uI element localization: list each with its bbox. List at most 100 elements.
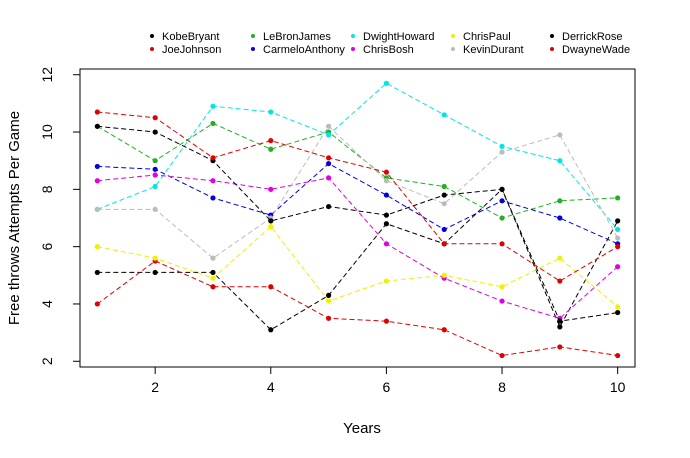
data-point [210,269,216,276]
data-point [325,132,332,138]
data-point [325,292,332,298]
data-point [557,158,563,164]
data-point [152,166,158,172]
data-point [499,352,505,359]
legend-item: ChrisBosh [351,44,414,56]
legend-marker [451,47,455,51]
data-point [152,206,158,213]
legend-marker [550,47,554,51]
data-point [499,298,505,304]
legend-marker [351,47,355,51]
data-point [499,284,505,290]
data-point [557,132,563,138]
y-tick-label: 12 [39,67,55,83]
data-point [94,244,100,250]
data-point [94,178,100,184]
series-line [97,225,619,308]
legend-marker [251,47,255,51]
legend-marker [150,47,154,51]
data-point [325,175,332,181]
series-line [97,125,618,322]
series-line [97,188,619,331]
data-point [152,115,158,121]
series-layer [94,80,621,359]
legend-item: DwayneWade [550,44,630,56]
legend-label: DerrickRose [562,31,623,43]
legend-label: DwightHoward [363,31,435,43]
plot-frame [79,68,636,368]
data-point [268,146,274,152]
legend-item: ChrisPaul [451,31,511,43]
legend-marker [451,34,455,38]
data-point [94,206,100,213]
legend-label: CarmeloAnthony [263,44,345,56]
x-tick-label: 8 [498,379,506,395]
data-point [268,284,274,290]
data-point [499,241,505,247]
series-DerrickRose [94,123,621,324]
data-point [441,241,447,247]
legend-label: ChrisPaul [463,31,511,43]
data-point [152,129,158,135]
data-point [557,324,563,330]
data-point [441,272,447,278]
data-point [441,192,447,198]
data-point [557,344,563,350]
data-point [210,275,216,281]
data-point [615,264,621,270]
data-point [152,172,158,178]
data-point [383,169,390,175]
data-point [383,221,390,227]
data-point [94,301,100,307]
legend-item: DerrickRose [550,31,623,43]
data-point [383,278,390,284]
series-line [97,111,618,282]
y-axis-title: Free throws Attempts Per Game [6,111,23,325]
data-point [499,186,505,192]
x-tick-label: 10 [610,379,626,395]
series-line [97,122,618,219]
x-tick-label: 6 [383,379,391,395]
data-point [210,284,216,290]
legend-item: DwightHoward [351,31,435,43]
data-point [210,178,216,184]
series-CarmeloAnthony [94,160,621,247]
legend-marker [251,34,255,38]
data-point [499,143,505,149]
data-point [615,309,621,316]
data-point [499,215,505,221]
data-point [441,226,447,233]
data-point [615,235,621,241]
data-point [499,149,505,155]
data-point [441,201,447,207]
data-point [615,195,621,201]
data-point [152,255,158,261]
data-point [94,269,100,276]
x-axis: 2 4 6 8 10 [151,367,626,395]
series-JoeJohnson [94,258,621,359]
legend-marker [150,34,154,38]
data-point [94,163,100,170]
data-point [210,195,216,201]
data-point [557,278,563,284]
legend-label: ChrisBosh [363,44,414,56]
legend-label: KobeBryant [162,31,219,43]
data-point [557,215,563,221]
y-tick-label: 2 [39,357,55,365]
series-DwightHoward [94,80,621,233]
data-point [615,218,621,224]
data-point [325,203,332,210]
series-line [97,125,619,259]
legend-item: KevinDurant [451,44,524,56]
data-point [268,327,274,333]
legend-label: JoeJohnson [162,44,221,56]
data-point [210,255,216,261]
data-point [210,155,216,161]
legend-item: KobeBryant [150,31,219,43]
series-ChrisBosh [94,172,621,321]
data-point [94,123,100,129]
data-point [615,226,621,233]
series-KobeBryant [94,186,621,333]
legend-item: JoeJohnson [150,44,221,56]
legend-item: LeBronJames [251,31,331,43]
